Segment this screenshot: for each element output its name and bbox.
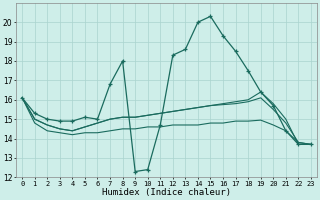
X-axis label: Humidex (Indice chaleur): Humidex (Indice chaleur) — [102, 188, 231, 197]
